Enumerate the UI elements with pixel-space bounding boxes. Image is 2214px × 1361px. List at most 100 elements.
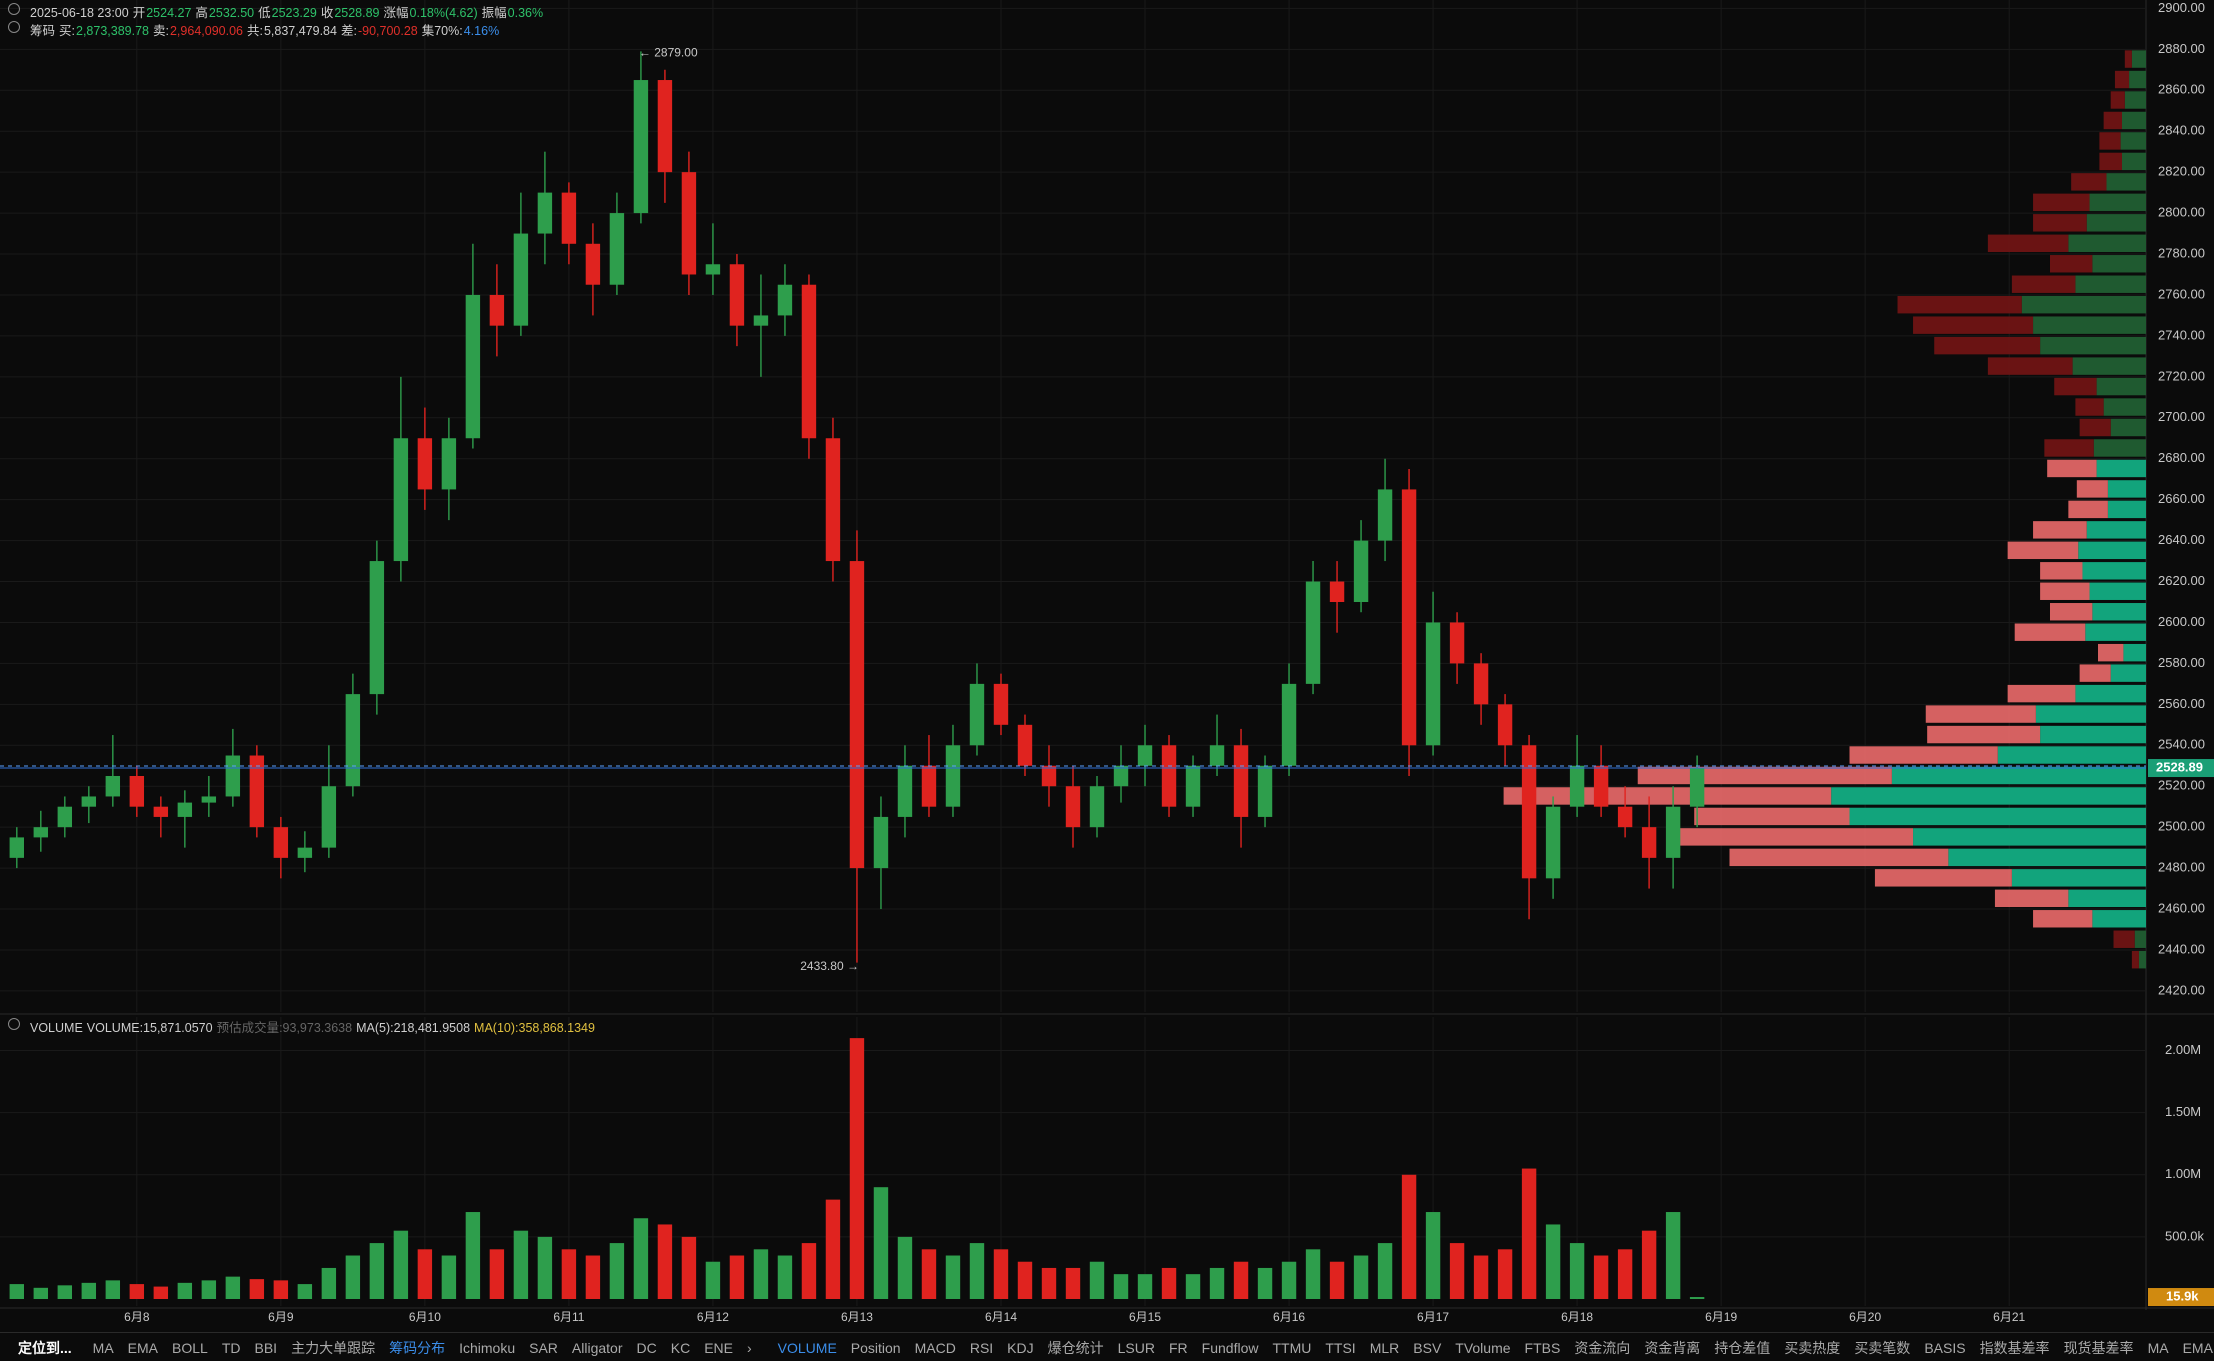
candle-body: [1161, 745, 1177, 807]
profile-sell-bar: [2075, 398, 2104, 416]
volume-bar: [1425, 1212, 1441, 1299]
indicator-tab[interactable]: 资金流向: [1574, 1339, 1631, 1356]
indicator-tab[interactable]: TD: [221, 1339, 241, 1356]
candle-body: [1257, 765, 1273, 817]
y-tick-label: 2860.00: [2158, 82, 2205, 97]
indicator-tab[interactable]: Alligator: [571, 1339, 623, 1356]
volume-bar: [513, 1230, 529, 1299]
indicator-tab[interactable]: 指数基差率: [1979, 1339, 2050, 1356]
extreme-annotation: ← 2879.00: [639, 46, 698, 60]
candle-body: [1329, 581, 1345, 603]
volume-bar: [321, 1267, 337, 1299]
profile-sell-bar: [1874, 869, 2012, 887]
volume-bar: [897, 1236, 913, 1299]
profile-sell-bar: [2114, 70, 2130, 89]
volume-bar: [1401, 1174, 1417, 1299]
indicator-tab[interactable]: 资金背离: [1644, 1339, 1701, 1356]
profile-buy-bar: [2040, 336, 2146, 355]
candle-body: [753, 315, 769, 326]
indicator-tab[interactable]: SAR: [529, 1339, 558, 1356]
x-tick-label: 6月11: [553, 1310, 584, 1324]
profile-sell-bar: [1694, 807, 1850, 826]
profile-buy-bar: [2124, 91, 2146, 109]
indicator-tab[interactable]: 爆仓统计: [1047, 1339, 1104, 1356]
x-tick-label: 6月18: [1561, 1310, 1593, 1324]
x-tick-label: 6月19: [1705, 1310, 1737, 1324]
y-tick-label: 2740.00: [2158, 327, 2205, 342]
indicator-tab[interactable]: 买卖热度: [1784, 1339, 1841, 1356]
candle-body: [993, 683, 1009, 725]
indicator-tab[interactable]: 持仓差值: [1714, 1339, 1771, 1356]
legend-line: 2025-06-18 23:00 开2524.27 高2532.50 低2523.29…: [30, 2, 547, 21]
legend-value: 预估成交量:93,973.3638: [216, 1021, 353, 1035]
legend-value: 2,873,389.78: [76, 24, 149, 38]
indicator-tab[interactable]: TVolume: [1455, 1339, 1511, 1356]
candle-body: [1185, 765, 1201, 807]
indicator-tab[interactable]: MLR: [1369, 1339, 1400, 1356]
indicator-tab[interactable]: 买卖笔数: [1854, 1339, 1911, 1356]
candle-body: [897, 765, 913, 817]
indicator-tab[interactable]: LSUR: [1117, 1339, 1155, 1356]
indicator-tab[interactable]: ENE: [704, 1339, 733, 1356]
profile-buy-bar: [2040, 725, 2146, 744]
indicator-tab[interactable]: FR: [1168, 1339, 1188, 1356]
candle-body: [681, 172, 697, 275]
candle-body: [1353, 540, 1369, 603]
indicator-tab[interactable]: 筹码分布: [389, 1339, 446, 1356]
candle-body: [105, 775, 121, 797]
indicator-tab[interactable]: MA: [92, 1339, 114, 1356]
indicator-tab[interactable]: FTBS: [1524, 1339, 1561, 1356]
candle-body: [777, 284, 793, 316]
indicator-tab[interactable]: EMA: [2182, 1339, 2213, 1356]
profile-buy-bar: [2011, 869, 2146, 887]
locate-button[interactable]: 定位到...: [18, 1339, 72, 1356]
indicator-tab[interactable]: BSV: [1413, 1339, 1442, 1356]
volume-bar: [1377, 1243, 1393, 1299]
profile-sell-bar: [2054, 377, 2097, 396]
indicator-tab[interactable]: Position: [850, 1339, 901, 1356]
indicator-tab[interactable]: RSI: [969, 1339, 994, 1356]
y-tick-label: 2640.00: [2158, 532, 2205, 547]
candle-body: [465, 294, 481, 439]
legend-value: 2532.50: [208, 6, 255, 20]
candle-body: [1377, 489, 1393, 541]
indicator-tab[interactable]: DC: [636, 1339, 657, 1356]
indicator-tab[interactable]: ›: [746, 1339, 752, 1356]
background: [0, 0, 2214, 1332]
indicator-tab[interactable]: MA: [2147, 1339, 2169, 1356]
volume-bar: [1617, 1249, 1633, 1299]
collapse-icon[interactable]: [8, 21, 20, 33]
y-tick-label: 2800.00: [2158, 205, 2205, 220]
profile-sell-bar: [2079, 418, 2111, 437]
indicator-tab[interactable]: 主力大单跟踪: [291, 1339, 376, 1356]
profile-sell-bar: [2033, 910, 2093, 928]
indicator-tab[interactable]: 现货基差率: [2063, 1339, 2134, 1356]
collapse-icon[interactable]: [8, 1018, 20, 1030]
profile-buy-bar: [2086, 214, 2146, 232]
indicator-tab[interactable]: KC: [670, 1339, 691, 1356]
profile-sell-bar: [2040, 582, 2090, 600]
legend-label: 高: [195, 6, 208, 20]
volume-bar: [993, 1249, 1009, 1299]
volume-bar: [177, 1282, 193, 1299]
indicator-tab[interactable]: TTMU: [1272, 1339, 1312, 1356]
indicator-tab[interactable]: BBI: [254, 1339, 278, 1356]
candle-body: [1041, 765, 1057, 787]
volume-bar: [1689, 1297, 1705, 1299]
indicator-tab[interactable]: EMA: [127, 1339, 159, 1356]
indicator-tab[interactable]: Fundflow: [1201, 1339, 1259, 1356]
indicator-tab[interactable]: MACD: [914, 1339, 956, 1356]
indicator-tab[interactable]: KDJ: [1007, 1339, 1034, 1356]
indicator-tab[interactable]: BOLL: [172, 1339, 208, 1356]
candle-body: [369, 561, 385, 695]
indicator-tab[interactable]: TTSI: [1325, 1339, 1356, 1356]
profile-sell-bar: [2097, 643, 2124, 662]
indicator-tab[interactable]: BASIS: [1924, 1339, 1966, 1356]
indicator-tab[interactable]: VOLUME: [777, 1339, 837, 1356]
volume-bar: [297, 1284, 313, 1299]
collapse-icon[interactable]: [8, 3, 20, 15]
legend-line: VOLUME VOLUME:15,871.0570 预估成交量:93,973.363…: [30, 1017, 599, 1036]
indicator-tab[interactable]: Ichimoku: [459, 1339, 516, 1356]
profile-buy-bar: [2089, 582, 2146, 600]
candle-body: [1689, 768, 1705, 807]
